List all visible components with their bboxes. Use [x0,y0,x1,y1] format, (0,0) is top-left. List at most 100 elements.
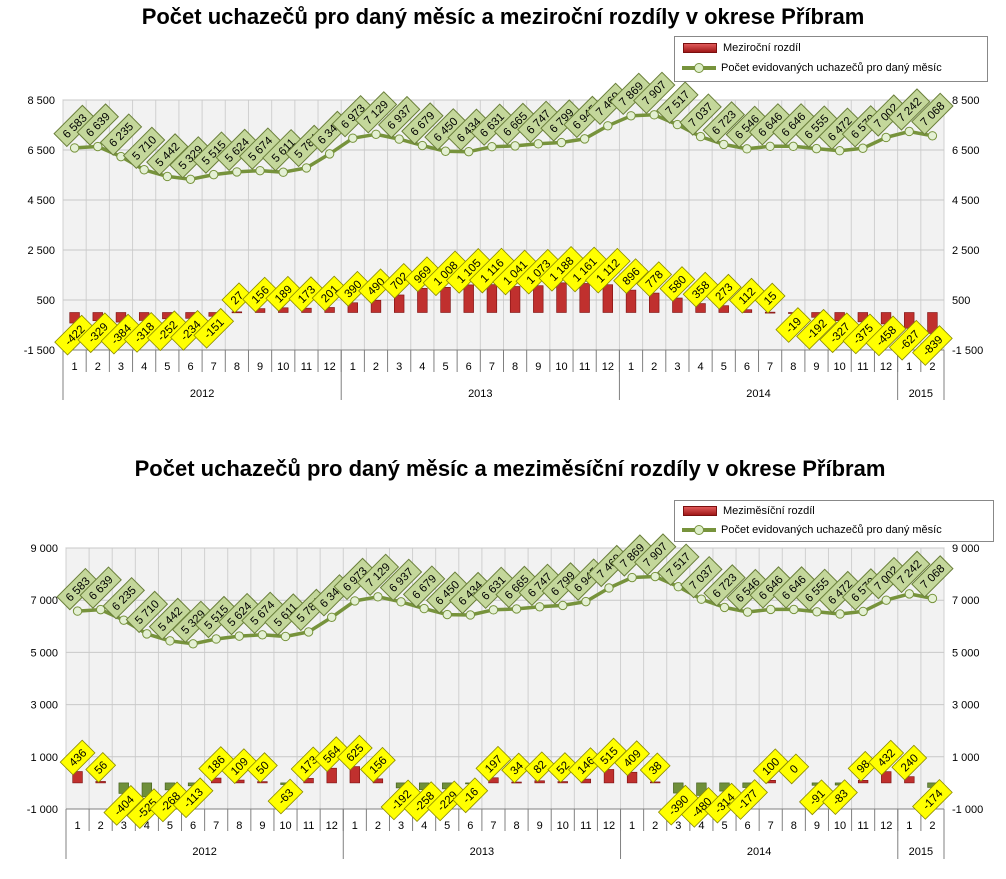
bar-data-label: 109 [221,748,258,784]
data-point [927,593,938,604]
y-tick-label-right: 1 000 [952,752,980,764]
line-label-box [377,95,421,139]
bar-label-box [311,275,348,312]
bar-label-box [568,747,604,783]
bar-label-box [221,282,253,314]
x-month-label: 12 [326,820,338,832]
data-point [696,594,707,604]
bar-data-label: 201 [311,275,348,312]
x-month-label: 3 [396,361,402,373]
line-label-box [864,94,908,137]
bar-data-label: -19 [775,307,812,343]
data-point [257,630,268,640]
data-point [881,132,891,143]
data-point [371,129,381,139]
line-label-box [888,550,931,594]
x-month-label: 1 [906,820,912,832]
data-bar [650,781,661,784]
data-point [255,165,265,176]
line-swatch-icon [682,63,716,73]
bar-data-label: 197 [475,745,512,782]
x-year-label: 2012 [192,846,216,858]
y-tick-label-left: 4 500 [27,195,55,207]
x-month-label: 7 [213,820,219,832]
data-point [881,595,891,605]
bar-label-box [501,752,533,784]
bar-data-label: 189 [265,275,302,312]
bar-data-label: 778 [636,261,673,297]
x-month-label: 8 [790,361,796,373]
data-point [858,143,868,153]
x-month-label: 10 [834,820,846,832]
line-label-box [911,555,954,598]
x-month-label: 5 [167,820,173,832]
bar-data-label: 156 [360,746,396,783]
x-year-label: 2014 [746,388,770,400]
line-label-box [680,555,723,599]
y-tick-label-right: -1 500 [952,345,983,357]
data-bar [326,767,337,784]
data-bar [347,302,358,313]
line-label-box [401,102,444,145]
data-point [303,627,314,637]
line-label-box [864,556,908,600]
bar-label-box [796,308,837,350]
data-bar [626,771,638,784]
data-bar [625,289,637,313]
bar-data-label: 625 [336,734,373,771]
x-month-label: 2 [929,820,935,832]
bar-data-label: 896 [613,258,649,294]
bar-data-label: 273 [705,273,742,310]
data-bar [231,311,243,314]
line-label-box [354,91,398,134]
x-month-label: 12 [880,820,892,832]
x-month-label: 7 [211,361,217,373]
bar-data-label: 34 [501,752,533,784]
bar-data-label: 50 [246,752,278,784]
bar-label-box [868,739,905,776]
bar-label-box [705,273,742,310]
x-month-label: 1 [906,361,912,373]
y-tick-label-right: -1 000 [952,804,983,816]
x-month-label: 9 [537,820,543,832]
x-month-label: 6 [744,361,750,373]
x-month-label: 4 [421,820,427,832]
y-tick-label-left: -1 500 [24,345,55,357]
bar-label-box [172,777,214,819]
data-point [396,597,406,607]
bar-label-box [265,275,302,312]
x-year-label: 2015 [909,846,933,858]
data-bar [394,294,405,313]
line-label-box [99,113,143,156]
line-data-label: 7 517 [656,81,699,124]
data-point [719,139,729,150]
x-month-label: 11 [303,820,314,832]
data-point [280,631,291,642]
x-month-label: 8 [791,820,797,832]
x-month-label: 1 [350,361,356,373]
x-month-label: 7 [767,361,773,373]
x-month-label: 11 [301,361,312,373]
x-month-label: 10 [279,820,291,832]
x-month-label: 3 [118,361,124,373]
bar-data-label: 56 [85,751,117,783]
x-year-label: 2013 [468,388,492,400]
x-month-label: 11 [579,361,590,373]
line-data-label: 7 907 [632,71,676,115]
x-month-label: 1 [628,361,634,373]
x-month-label: 4 [698,361,704,373]
x-month-label: 5 [442,361,448,373]
data-point [116,151,126,162]
bar-label-box [334,270,371,307]
data-point [834,146,845,156]
data-point [673,582,683,592]
x-month-label: 9 [813,361,819,373]
y-tick-label-left: 8 500 [27,95,55,107]
x-month-label: 1 [629,820,635,832]
data-point [672,119,683,130]
y-tick-label-left: 1 000 [30,752,58,764]
data-point [72,606,83,616]
x-year-label: 2012 [190,388,214,400]
x-month-label: 2 [929,361,935,373]
line-label-box [379,558,423,602]
